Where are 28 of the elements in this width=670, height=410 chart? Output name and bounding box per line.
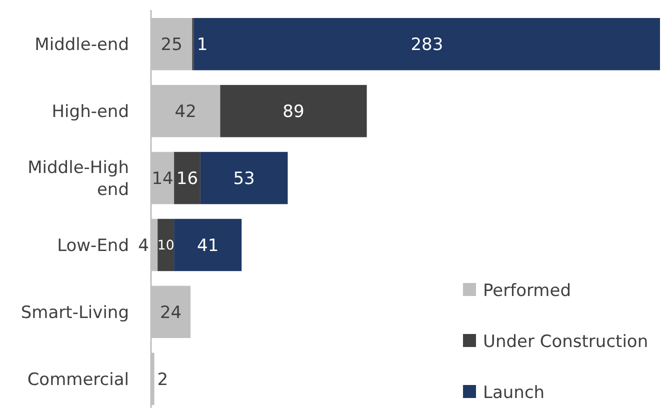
y-tick-label: Low-End xyxy=(57,236,129,256)
legend-label: Launch xyxy=(483,382,545,403)
data-label: 1 xyxy=(196,35,208,56)
legend-label: Under Construction xyxy=(483,332,648,352)
data-label: 283 xyxy=(410,35,444,56)
bar xyxy=(194,18,660,70)
data-label: 89 xyxy=(282,102,304,122)
y-tick-label: Commercial xyxy=(27,370,129,390)
data-label: 10 xyxy=(157,238,174,254)
y-tick-label: High-end xyxy=(52,102,129,122)
data-label: 25 xyxy=(160,35,182,56)
bar xyxy=(158,218,174,272)
bar xyxy=(174,218,242,272)
data-label: 42 xyxy=(174,102,196,122)
data-label: 24 xyxy=(160,302,182,323)
bar xyxy=(200,152,288,204)
legend-label: Performed xyxy=(483,280,571,301)
y-tick-label: Smart-Living xyxy=(20,302,129,323)
data-label: 41 xyxy=(197,236,219,256)
y-tick-label: Middle-High end xyxy=(28,158,129,200)
data-label: 2 xyxy=(157,370,168,390)
data-label: 16 xyxy=(176,168,198,189)
bar xyxy=(220,84,367,138)
bar xyxy=(174,152,200,204)
data-label: 4 xyxy=(138,236,149,256)
data-label: 14 xyxy=(152,168,174,189)
data-label: 53 xyxy=(233,168,255,189)
y-tick-label: Middle-end xyxy=(34,35,129,56)
